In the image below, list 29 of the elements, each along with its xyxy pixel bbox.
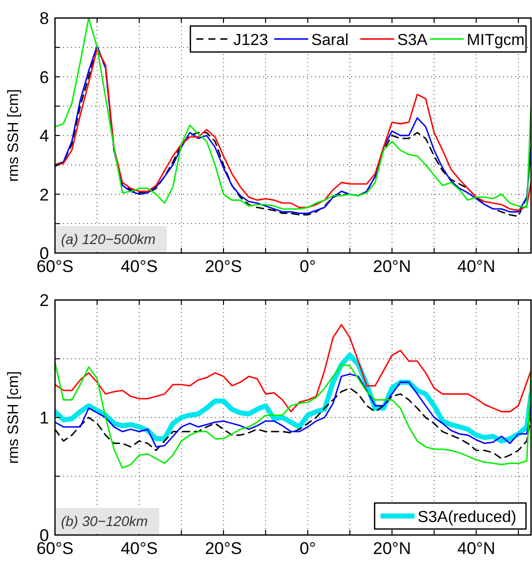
- x-tick-label: 40°S: [120, 539, 158, 558]
- y-tick-label: 4: [40, 126, 49, 146]
- x-tick-label: 40°S: [120, 257, 158, 276]
- x-tick-label: 20°N: [373, 539, 411, 558]
- line-series: [55, 324, 531, 412]
- y-axis-title: rms SSH [cm]: [5, 371, 22, 464]
- legend-label: Saral: [311, 32, 349, 49]
- x-tick-label: 40°N: [457, 257, 496, 276]
- annotation: (b) 30−120km: [61, 513, 148, 529]
- legend-label: MITgcm: [466, 32, 525, 49]
- annotation: (a) 120−500km: [61, 231, 156, 247]
- y-tick-label: 8: [40, 9, 49, 28]
- x-tick-label: 40°N: [457, 539, 496, 558]
- x-tick-label: 20°S: [204, 539, 242, 558]
- x-tick-label: 20°S: [204, 257, 242, 276]
- line-series: [55, 362, 531, 469]
- y-tick-label: 6: [40, 68, 49, 87]
- y-tick-label: 1: [40, 408, 49, 428]
- y-tick-label: 2: [40, 291, 49, 310]
- legend-label: S3A: [397, 32, 428, 49]
- x-tick-label: 0°: [300, 257, 316, 276]
- x-tick-label: 20°N: [373, 257, 411, 276]
- y-axis-title: rms SSH [cm]: [5, 89, 22, 182]
- y-tick-label: 2: [40, 185, 49, 204]
- x-tick-label: 0°: [300, 539, 316, 558]
- line-series: [55, 18, 531, 210]
- line-series: [55, 373, 531, 448]
- legend-label: S3A(reduced): [418, 509, 516, 526]
- legend-label: J123: [233, 32, 268, 49]
